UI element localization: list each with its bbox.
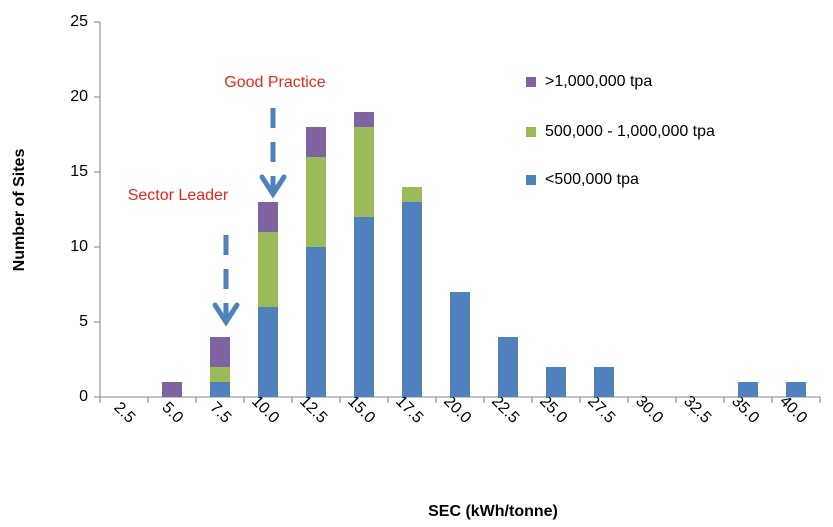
bar-segment xyxy=(162,382,182,397)
x-tick-label: 25.0 xyxy=(536,393,570,427)
x-tick-label: 12.5 xyxy=(296,393,330,427)
bar-segment xyxy=(450,292,470,397)
bar-segment xyxy=(306,247,326,397)
x-tick-label: 40.0 xyxy=(776,393,810,427)
legend-swatch xyxy=(526,175,536,185)
x-tick-label: 2.5 xyxy=(110,399,138,427)
bar-segment xyxy=(354,127,374,217)
x-axis-label: SEC (kWh/tonne) xyxy=(428,503,558,520)
bar-segment xyxy=(306,157,326,247)
annotation-arrows xyxy=(212,108,287,327)
annotation: Good Practice xyxy=(224,74,325,91)
bar-segment xyxy=(258,307,278,397)
y-tick-label: 10 xyxy=(70,238,88,255)
x-tick-label: 30.0 xyxy=(632,393,666,427)
legend-label: >1,000,000 tpa xyxy=(545,73,652,90)
arrow-head xyxy=(212,302,240,327)
bar-segment xyxy=(498,337,518,397)
bar-segment xyxy=(402,202,422,397)
x-tick-label: 20.0 xyxy=(440,393,474,427)
y-axis-label: Number of Sites xyxy=(11,149,28,272)
x-tick-label: 10.0 xyxy=(248,393,282,427)
bar-segment xyxy=(210,337,230,367)
y-tick-label: 5 xyxy=(79,313,88,330)
y-tick-label: 20 xyxy=(70,88,88,105)
arrow-head xyxy=(259,174,287,199)
y-tick-label: 0 xyxy=(79,388,88,405)
bar-segment xyxy=(594,367,614,397)
bar-segment xyxy=(354,217,374,397)
legend-swatch xyxy=(526,77,536,87)
x-tick-label: 15.0 xyxy=(344,393,378,427)
bar-segment xyxy=(546,367,566,397)
bar-segment xyxy=(306,127,326,157)
x-tick-label: 35.0 xyxy=(728,393,762,427)
bar-segment xyxy=(738,382,758,397)
x-tick-label: 22.5 xyxy=(488,393,522,427)
bar-segment xyxy=(786,382,806,397)
bar-segment xyxy=(210,367,230,382)
annotation: Sector Leader xyxy=(128,187,229,204)
legend-label: <500,000 tpa xyxy=(545,171,639,188)
bar-segment xyxy=(258,232,278,307)
y-tick-label: 25 xyxy=(70,13,88,30)
bar-segment xyxy=(258,202,278,232)
x-tick-label: 5.0 xyxy=(158,399,186,427)
bar-segment xyxy=(210,382,230,397)
x-tick-label: 27.5 xyxy=(584,393,618,427)
x-tick-label: 32.5 xyxy=(680,393,714,427)
legend-label: 500,000 - 1,000,000 tpa xyxy=(545,123,715,140)
x-tick-label: 17.5 xyxy=(392,393,426,427)
y-tick-label: 15 xyxy=(70,163,88,180)
legend-swatch xyxy=(526,127,536,137)
bar-segment xyxy=(354,112,374,127)
bar-segment xyxy=(402,187,422,202)
x-tick-label: 7.5 xyxy=(206,399,234,427)
